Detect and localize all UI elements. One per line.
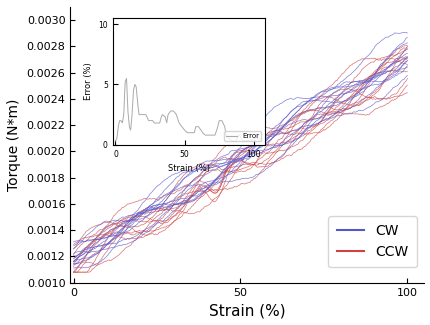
Legend: CW, CCW: CW, CCW — [328, 216, 416, 267]
X-axis label: Strain (%): Strain (%) — [209, 303, 285, 318]
Y-axis label: Torque (N*m): Torque (N*m) — [7, 98, 21, 191]
